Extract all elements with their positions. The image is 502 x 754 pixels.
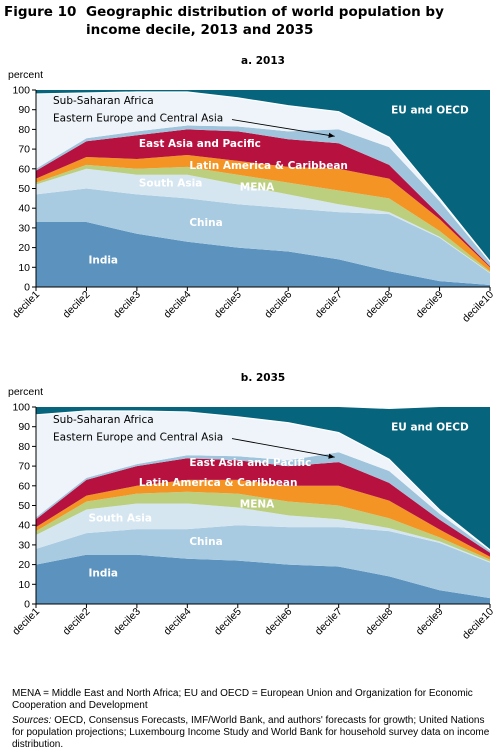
chart-a-ytick-40: 40 (18, 203, 30, 215)
chart-panel-2013: a. 2013 percent 0 10 20 30 40 50 60 70 80 90 100 deci… (0, 50, 502, 355)
sources-note: Sources: OECD, Consensus Forecasts, IMF/… (12, 715, 496, 751)
chart-b-ylabel: percent (8, 386, 43, 398)
figure-number: Figure 10 (4, 4, 77, 20)
chart-b-xtick-decile7: decile7 (313, 606, 345, 638)
chart-a-label-mena: MENA (240, 182, 275, 194)
chart-b-ytick-30: 30 (18, 539, 30, 551)
chart-b-xtick-decile5: decile5 (212, 606, 244, 638)
chart-a-area-eu-and-oecd (36, 90, 490, 262)
chart-a-label-eastern-europe-and-central-asia: Eastern Europe and Central Asia (53, 113, 223, 125)
abbreviations-note: MENA = Middle East and North Africa; EU … (12, 688, 473, 711)
chart-b-area-sub-saharan-africa (36, 410, 490, 551)
chart-b-ytick-80: 80 (18, 441, 30, 453)
chart-b-xtick-decile9: decile9 (414, 606, 446, 638)
chart-b-ytick-100: 100 (12, 402, 30, 414)
chart-a-xtick-decile7: decile7 (313, 289, 345, 321)
chart-b-ytick-50: 50 (18, 500, 30, 512)
chart-a-label-eu-and-oecd: EU and OECD (391, 105, 469, 117)
chart-b-area-eu-and-oecd (36, 407, 490, 550)
chart-a-ytick-60: 60 (18, 163, 30, 175)
chart-a-ytick-10: 10 (18, 262, 30, 274)
chart-2035-svg: b. 2035 percent 0 10 20 30 40 50 60 70 80 90 100 deci… (8, 372, 496, 642)
chart-a-ytick-80: 80 (18, 124, 30, 136)
chart-b-area-east-asia-and-pacific (36, 458, 490, 557)
chart-b-xtick-decile4: decile4 (161, 606, 193, 638)
chart-b-area-eastern-europe-and-central-asia (36, 452, 490, 553)
chart-a-ytick-30: 30 (18, 222, 30, 234)
chart-2013-svg: a. 2013 percent 0 10 20 30 40 50 60 70 80 90 100 deci… (8, 55, 496, 325)
chart-a-area-south-asia (36, 168, 490, 274)
chart-b-ytick-90: 90 (18, 421, 30, 433)
chart-a-area-mena (36, 164, 490, 273)
chart-b-label-latin-america-and-caribbean: Latin America & Caribbean (139, 477, 298, 489)
sources-label: Sources: (12, 715, 52, 726)
chart-a-label-south-asia: South Asia (139, 178, 202, 190)
chart-b-xtick-decile6: decile6 (262, 606, 294, 638)
chart-a-xtick-decile10: decile10 (460, 289, 496, 325)
chart-a-area-china (36, 188, 490, 286)
chart-b-xtick-decile10: decile10 (460, 606, 496, 642)
chart-b-area-south-asia (36, 503, 490, 563)
chart-b-xtick-decile2: decile2 (61, 606, 93, 638)
chart-a-xtick-decile6: decile6 (262, 289, 294, 321)
chart-a-area-latin-america-and-caribbean (36, 155, 490, 272)
chart-a-ee-arrow-head (328, 132, 335, 138)
figure-title-text: Geographic distribution of world populat… (86, 4, 444, 38)
chart-b-ee-arrow-line (231, 438, 335, 458)
chart-b-area-india (36, 554, 490, 604)
chart-b-ee-arrow-head (328, 453, 335, 459)
chart-a-ytick-90: 90 (18, 104, 30, 116)
chart-a-ytick-70: 70 (18, 144, 30, 156)
chart-a-label-china: China (189, 217, 222, 229)
chart-b-ytick-0: 0 (24, 599, 30, 611)
chart-b-label-east-asia-and-pacific: East Asia and Pacific (189, 457, 311, 469)
chart-a-xtick-decile5: decile5 (212, 289, 244, 321)
chart-a-xtick-decile2: decile2 (61, 289, 93, 321)
chart-b-label-eu-and-oecd: EU and OECD (391, 422, 469, 434)
chart-b-ytick-60: 60 (18, 480, 30, 492)
chart-b-label-sub-saharan-africa: Sub-Saharan Africa (53, 414, 154, 426)
chart-a-ylabel: percent (8, 69, 43, 81)
chart-a-area-sub-saharan-africa (36, 91, 490, 263)
chart-b-label-south-asia: South Asia (88, 512, 151, 524)
chart-b-ytick-10: 10 (18, 579, 30, 591)
chart-a-label-india: India (88, 254, 118, 266)
chart-b-ytick-20: 20 (18, 559, 30, 571)
chart-a-xtick-decile3: decile3 (111, 289, 143, 321)
chart-b-label-eastern-europe-and-central-asia: Eastern Europe and Central Asia (53, 432, 223, 444)
figure-title: Figure 10 Geographic distribution of wor… (4, 3, 500, 43)
chart-b-ytick-40: 40 (18, 520, 30, 532)
chart-b-area-mena (36, 491, 490, 562)
chart-a-ytick-0: 0 (24, 282, 30, 294)
chart-b-label-china: China (189, 536, 222, 548)
chart-a-area-east-asia-and-pacific (36, 129, 490, 268)
chart-a-label-latin-america-and-caribbean: Latin America & Caribbean (189, 160, 348, 172)
chart-a-label-sub-saharan-africa: Sub-Saharan Africa (53, 95, 154, 107)
chart-b-title: b. 2035 (241, 372, 285, 384)
chart-a-oecd-edge (35, 91, 491, 262)
chart-b-label-mena: MENA (240, 499, 275, 511)
chart-a-title: a. 2013 (241, 55, 285, 67)
chart-a-xtick-decile9: decile9 (414, 289, 446, 321)
chart-a-ytick-20: 20 (18, 242, 30, 254)
sources-text: OECD, Consensus Forecasts, IMF/World Ban… (12, 715, 490, 750)
chart-a-ytick-100: 100 (12, 85, 30, 97)
chart-b-area-latin-america-and-caribbean (36, 479, 490, 560)
chart-b-label-india: India (88, 567, 118, 579)
chart-b-xtick-decile8: decile8 (363, 606, 395, 638)
chart-b-area-china (36, 525, 490, 599)
chart-b-oecd-edge (35, 410, 491, 551)
chart-a-label-east-asia-and-pacific: East Asia and Pacific (139, 138, 261, 150)
chart-a-xtick-decile4: decile4 (161, 289, 193, 321)
chart-a-xtick-decile8: decile8 (363, 289, 395, 321)
chart-a-area-india (36, 221, 490, 287)
chart-panel-2035: b. 2035 percent 0 10 20 30 40 50 60 70 80 90 100 deci… (0, 367, 502, 672)
chart-a-ytick-50: 50 (18, 183, 30, 195)
chart-b-xtick-decile3: decile3 (111, 606, 143, 638)
figure-notes: MENA = Middle East and North Africa; EU … (12, 688, 496, 754)
chart-a-ee-arrow-line (231, 119, 335, 137)
chart-b-ytick-70: 70 (18, 461, 30, 473)
